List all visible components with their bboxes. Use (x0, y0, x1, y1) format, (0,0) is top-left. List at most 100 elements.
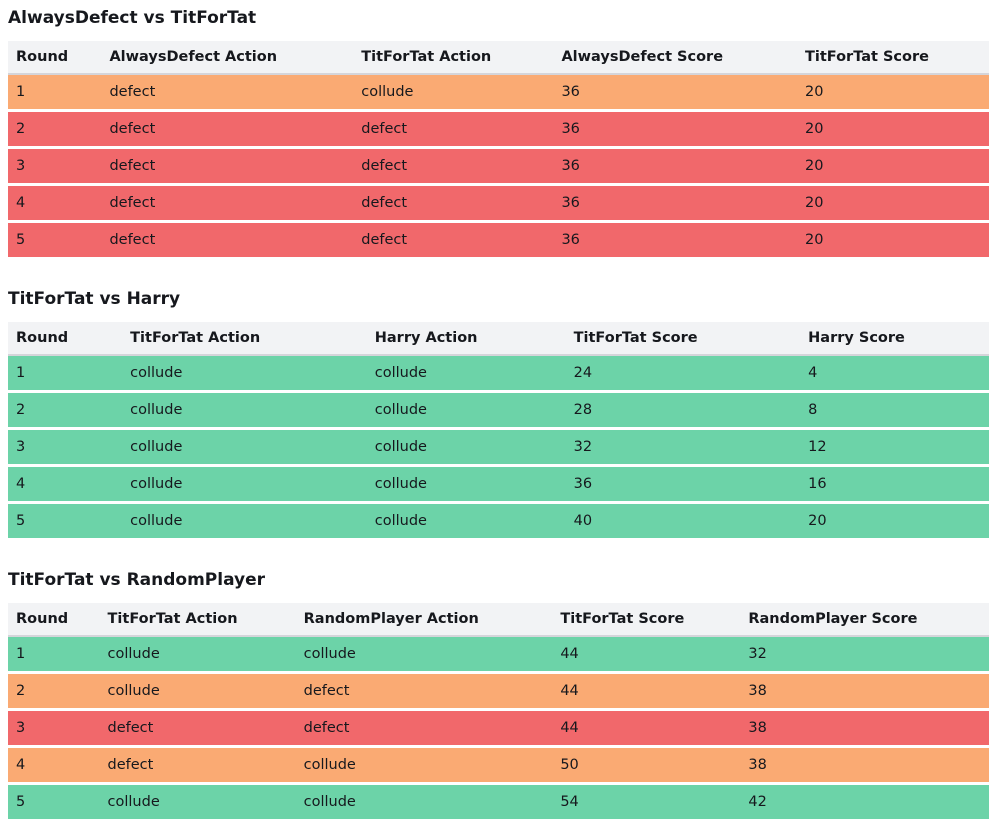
column-header: AlwaysDefect Score (553, 41, 797, 75)
table-cell: collude (366, 504, 566, 541)
table-cell: 44 (552, 674, 741, 711)
table-cell: collude (353, 75, 554, 112)
table-row: 1 collude collude 24 4 (8, 356, 989, 393)
table-cell: 50 (552, 748, 741, 785)
match-title: TitForTat vs Harry (8, 289, 181, 309)
table-cell: 20 (796, 223, 989, 260)
table-cell: defect (101, 112, 354, 149)
column-header: TitForTat Action (99, 603, 296, 637)
column-header: RandomPlayer Score (740, 603, 989, 637)
table-cell: 3 (8, 149, 102, 186)
table-cell: collude (295, 748, 553, 785)
match-title: AlwaysDefect vs TitForTat (8, 8, 257, 28)
table-cell: 4 (800, 356, 989, 393)
table-row: 4 defect collude 50 38 (8, 748, 989, 785)
table-cell: 1 (8, 75, 102, 112)
table-cell: 42 (740, 785, 989, 822)
table-row: 1 defect collude 36 20 (8, 75, 989, 112)
table-cell: 36 (553, 149, 797, 186)
table-cell: 32 (565, 430, 801, 467)
column-header: Harry Action (366, 322, 566, 356)
table-cell: 38 (740, 711, 989, 748)
match-title: TitForTat vs RandomPlayer (8, 570, 266, 590)
table-cell: 32 (740, 637, 989, 674)
table-row: 4 collude collude 36 16 (8, 467, 989, 504)
table-cell: defect (101, 149, 354, 186)
table-cell: 4 (8, 748, 100, 785)
table-cell: 54 (552, 785, 741, 822)
table-cell: 28 (565, 393, 801, 430)
column-header: AlwaysDefect Action (101, 41, 354, 75)
table-cell: 3 (8, 430, 123, 467)
table-row: 3 defect defect 36 20 (8, 149, 989, 186)
table-cell: 5 (8, 223, 102, 260)
table-row: 2 defect defect 36 20 (8, 112, 989, 149)
table-cell: defect (353, 223, 554, 260)
table-cell: 3 (8, 711, 100, 748)
table-cell: collude (366, 430, 566, 467)
table-cell: 40 (565, 504, 801, 541)
table-cell: 5 (8, 504, 123, 541)
column-header: RandomPlayer Action (295, 603, 553, 637)
table-cell: collude (99, 637, 296, 674)
table-row: 4 defect defect 36 20 (8, 186, 989, 223)
column-header: Harry Score (800, 322, 989, 356)
table-cell: defect (99, 748, 296, 785)
match-table: Round AlwaysDefect Action TitForTat Action… (8, 41, 989, 260)
table-cell: collude (295, 785, 553, 822)
table-cell: 24 (565, 356, 801, 393)
table-cell: defect (353, 112, 554, 149)
table-cell: collude (99, 674, 296, 711)
table-cell: defect (101, 186, 354, 223)
table-cell: 36 (553, 223, 797, 260)
table-row: 3 defect defect 44 38 (8, 711, 989, 748)
header-row: Round AlwaysDefect Action TitForTat Action… (8, 41, 989, 75)
table-cell: 20 (796, 75, 989, 112)
table-row: 5 defect defect 36 20 (8, 223, 989, 260)
table-cell: defect (353, 149, 554, 186)
column-header: TitForTat Score (552, 603, 741, 637)
table-cell: 38 (740, 748, 989, 785)
table-row: 2 collude defect 44 38 (8, 674, 989, 711)
table-cell: collude (366, 393, 566, 430)
table-row: 2 collude collude 28 8 (8, 393, 989, 430)
table-cell: defect (353, 186, 554, 223)
table-cell: defect (295, 674, 553, 711)
table-cell: 12 (800, 430, 989, 467)
table-cell: 2 (8, 112, 102, 149)
table-cell: 20 (796, 112, 989, 149)
match-table: Round TitForTat Action RandomPlayer Action… (8, 603, 989, 822)
column-header: TitForTat Action (353, 41, 554, 75)
column-header: TitForTat Action (122, 322, 367, 356)
table-cell: collude (122, 430, 367, 467)
table-cell: collude (122, 356, 367, 393)
column-header: Round (8, 603, 100, 637)
table-cell: 36 (553, 186, 797, 223)
table-cell: 20 (800, 504, 989, 541)
table-cell: 16 (800, 467, 989, 504)
match-table: Round TitForTat Action Harry Action TitForT… (8, 322, 989, 541)
column-header: Round (8, 322, 123, 356)
table-cell: 1 (8, 356, 123, 393)
table-row: 5 collude collude 54 42 (8, 785, 989, 822)
table-cell: collude (122, 393, 367, 430)
table-cell: 1 (8, 637, 100, 674)
table-cell: defect (99, 711, 296, 748)
table-cell: 36 (553, 112, 797, 149)
table-cell: defect (101, 223, 354, 260)
table-cell: 8 (800, 393, 989, 430)
table-cell: 20 (796, 149, 989, 186)
table-cell: 4 (8, 186, 102, 223)
tables-container: AlwaysDefect vs TitForTat Round AlwaysDefe… (8, 8, 989, 822)
table-cell: 4 (8, 467, 123, 504)
table-cell: 44 (552, 711, 741, 748)
match-table-block: TitForTat vs RandomPlayer Round TitForTat … (8, 570, 989, 822)
table-cell: 2 (8, 393, 123, 430)
table-row: 1 collude collude 44 32 (8, 637, 989, 674)
table-cell: collude (366, 356, 566, 393)
column-header: TitForTat Score (565, 322, 801, 356)
header-row: Round TitForTat Action Harry Action TitForT… (8, 322, 989, 356)
table-cell: 38 (740, 674, 989, 711)
match-table-block: AlwaysDefect vs TitForTat Round AlwaysDefe… (8, 8, 989, 260)
table-cell: 20 (796, 186, 989, 223)
